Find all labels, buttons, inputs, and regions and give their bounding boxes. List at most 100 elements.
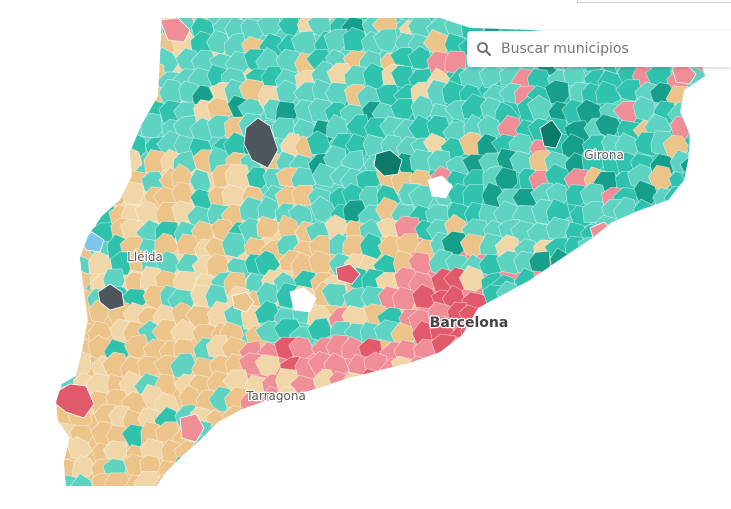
municipality-polygon[interactable] bbox=[68, 183, 96, 212]
municipality-polygon[interactable] bbox=[35, 68, 58, 93]
municipality-polygon[interactable] bbox=[173, 469, 197, 495]
municipality-polygon[interactable] bbox=[408, 470, 439, 494]
municipality-polygon[interactable] bbox=[629, 235, 657, 262]
municipality-polygon[interactable] bbox=[562, 320, 588, 348]
municipality-polygon[interactable] bbox=[185, 457, 214, 484]
municipality-polygon[interactable] bbox=[586, 405, 609, 431]
municipality-polygon[interactable] bbox=[549, 421, 575, 446]
municipality-polygon[interactable] bbox=[649, 369, 677, 395]
municipality-polygon[interactable] bbox=[377, 422, 403, 449]
municipality-polygon[interactable] bbox=[393, 373, 420, 400]
municipality-polygon[interactable] bbox=[373, 149, 403, 177]
municipality-polygon[interactable] bbox=[628, 0, 656, 20]
municipality-polygon[interactable] bbox=[476, 388, 504, 415]
municipality-polygon[interactable] bbox=[38, 198, 63, 225]
municipality-polygon[interactable] bbox=[670, 320, 692, 348]
municipality-polygon[interactable] bbox=[107, 30, 132, 56]
municipality-polygon[interactable] bbox=[426, 442, 452, 465]
municipality-polygon[interactable] bbox=[479, 402, 506, 429]
municipality-polygon[interactable] bbox=[54, 134, 77, 160]
municipality-polygon[interactable] bbox=[56, 338, 82, 364]
municipality-polygon[interactable] bbox=[343, 418, 370, 445]
municipality-polygon[interactable] bbox=[617, 369, 641, 395]
municipality-polygon[interactable] bbox=[442, 351, 468, 380]
municipality-polygon[interactable] bbox=[124, 47, 151, 73]
municipality-polygon[interactable] bbox=[56, 82, 83, 106]
municipality-polygon[interactable] bbox=[448, 460, 472, 485]
municipality-polygon[interactable] bbox=[224, 164, 252, 191]
municipality-polygon[interactable] bbox=[544, 408, 571, 435]
municipality-polygon[interactable] bbox=[56, 235, 83, 259]
municipality-polygon[interactable] bbox=[323, 28, 349, 52]
municipality-polygon[interactable] bbox=[36, 358, 61, 380]
municipality-polygon[interactable] bbox=[429, 374, 457, 400]
municipality-polygon[interactable] bbox=[632, 337, 663, 363]
municipality-polygon[interactable] bbox=[396, 470, 423, 494]
municipality-polygon[interactable] bbox=[75, 199, 102, 224]
municipality-polygon[interactable] bbox=[256, 215, 281, 239]
municipality-polygon[interactable] bbox=[635, 438, 659, 465]
municipality-polygon[interactable] bbox=[260, 443, 285, 469]
municipality-polygon[interactable] bbox=[381, 371, 404, 396]
municipality-polygon[interactable] bbox=[688, 383, 713, 409]
municipality-polygon[interactable] bbox=[599, 350, 625, 377]
municipality-polygon[interactable] bbox=[577, 236, 603, 262]
municipality-polygon[interactable] bbox=[57, 14, 83, 42]
municipality-polygon[interactable] bbox=[91, 67, 117, 91]
municipality-polygon[interactable] bbox=[156, 0, 179, 22]
municipality-polygon[interactable] bbox=[509, 389, 536, 412]
municipality-polygon[interactable] bbox=[444, 474, 470, 495]
municipality-polygon[interactable] bbox=[686, 135, 711, 164]
municipality-polygon[interactable] bbox=[584, 339, 611, 365]
municipality-polygon[interactable] bbox=[37, 154, 63, 177]
municipality-polygon[interactable] bbox=[632, 370, 658, 394]
municipality-polygon[interactable] bbox=[40, 190, 65, 213]
municipality-polygon[interactable] bbox=[442, 371, 467, 396]
municipality-polygon[interactable] bbox=[289, 287, 317, 313]
municipality-polygon[interactable] bbox=[478, 436, 506, 465]
municipality-polygon[interactable] bbox=[490, 338, 519, 365]
municipality-polygon[interactable] bbox=[649, 0, 677, 21]
municipality-polygon[interactable] bbox=[551, 443, 575, 465]
municipality-polygon[interactable] bbox=[321, 424, 348, 450]
municipality-polygon[interactable] bbox=[632, 95, 657, 122]
municipality-polygon[interactable] bbox=[321, 282, 348, 307]
municipality-polygon[interactable] bbox=[85, 147, 110, 172]
municipality-polygon[interactable] bbox=[496, 442, 522, 468]
municipality-polygon[interactable] bbox=[222, 422, 249, 449]
municipality-polygon[interactable] bbox=[346, 443, 371, 468]
municipality-polygon[interactable] bbox=[496, 472, 523, 500]
municipality-polygon[interactable] bbox=[650, 426, 676, 450]
municipality-polygon[interactable] bbox=[527, 456, 553, 481]
municipality-polygon[interactable] bbox=[53, 302, 79, 325]
municipality-polygon[interactable] bbox=[600, 471, 625, 497]
municipality-polygon[interactable] bbox=[667, 421, 693, 444]
municipality-polygon[interactable] bbox=[133, 471, 163, 494]
municipality-polygon[interactable] bbox=[40, 437, 67, 464]
municipality-polygon[interactable] bbox=[34, 335, 58, 360]
municipality-polygon[interactable] bbox=[126, 18, 153, 44]
municipality-polygon[interactable] bbox=[102, 102, 132, 125]
municipality-polygon[interactable] bbox=[586, 440, 610, 466]
municipality-polygon[interactable] bbox=[106, 65, 133, 92]
municipality-polygon[interactable] bbox=[311, 162, 339, 188]
municipality-polygon[interactable] bbox=[373, 28, 399, 53]
municipality-polygon[interactable] bbox=[646, 321, 672, 346]
municipality-polygon[interactable] bbox=[340, 476, 366, 502]
municipality-polygon[interactable] bbox=[680, 203, 705, 231]
municipality-polygon[interactable] bbox=[510, 457, 539, 485]
municipality-polygon[interactable] bbox=[532, 354, 558, 378]
municipality-polygon[interactable] bbox=[244, 456, 269, 485]
municipality-polygon[interactable] bbox=[97, 283, 125, 311]
municipality-polygon[interactable] bbox=[312, 479, 338, 503]
municipality-polygon[interactable] bbox=[328, 436, 355, 465]
municipality-polygon[interactable] bbox=[375, 384, 402, 413]
municipality-polygon[interactable] bbox=[43, 250, 66, 275]
municipality-polygon[interactable] bbox=[542, 341, 570, 365]
municipality-polygon[interactable] bbox=[513, 478, 540, 501]
municipality-polygon[interactable] bbox=[513, 405, 542, 429]
municipality-polygon[interactable] bbox=[542, 372, 572, 396]
search-input[interactable] bbox=[501, 34, 721, 64]
municipality-polygon[interactable] bbox=[424, 454, 449, 482]
municipality-polygon[interactable] bbox=[550, 390, 579, 416]
